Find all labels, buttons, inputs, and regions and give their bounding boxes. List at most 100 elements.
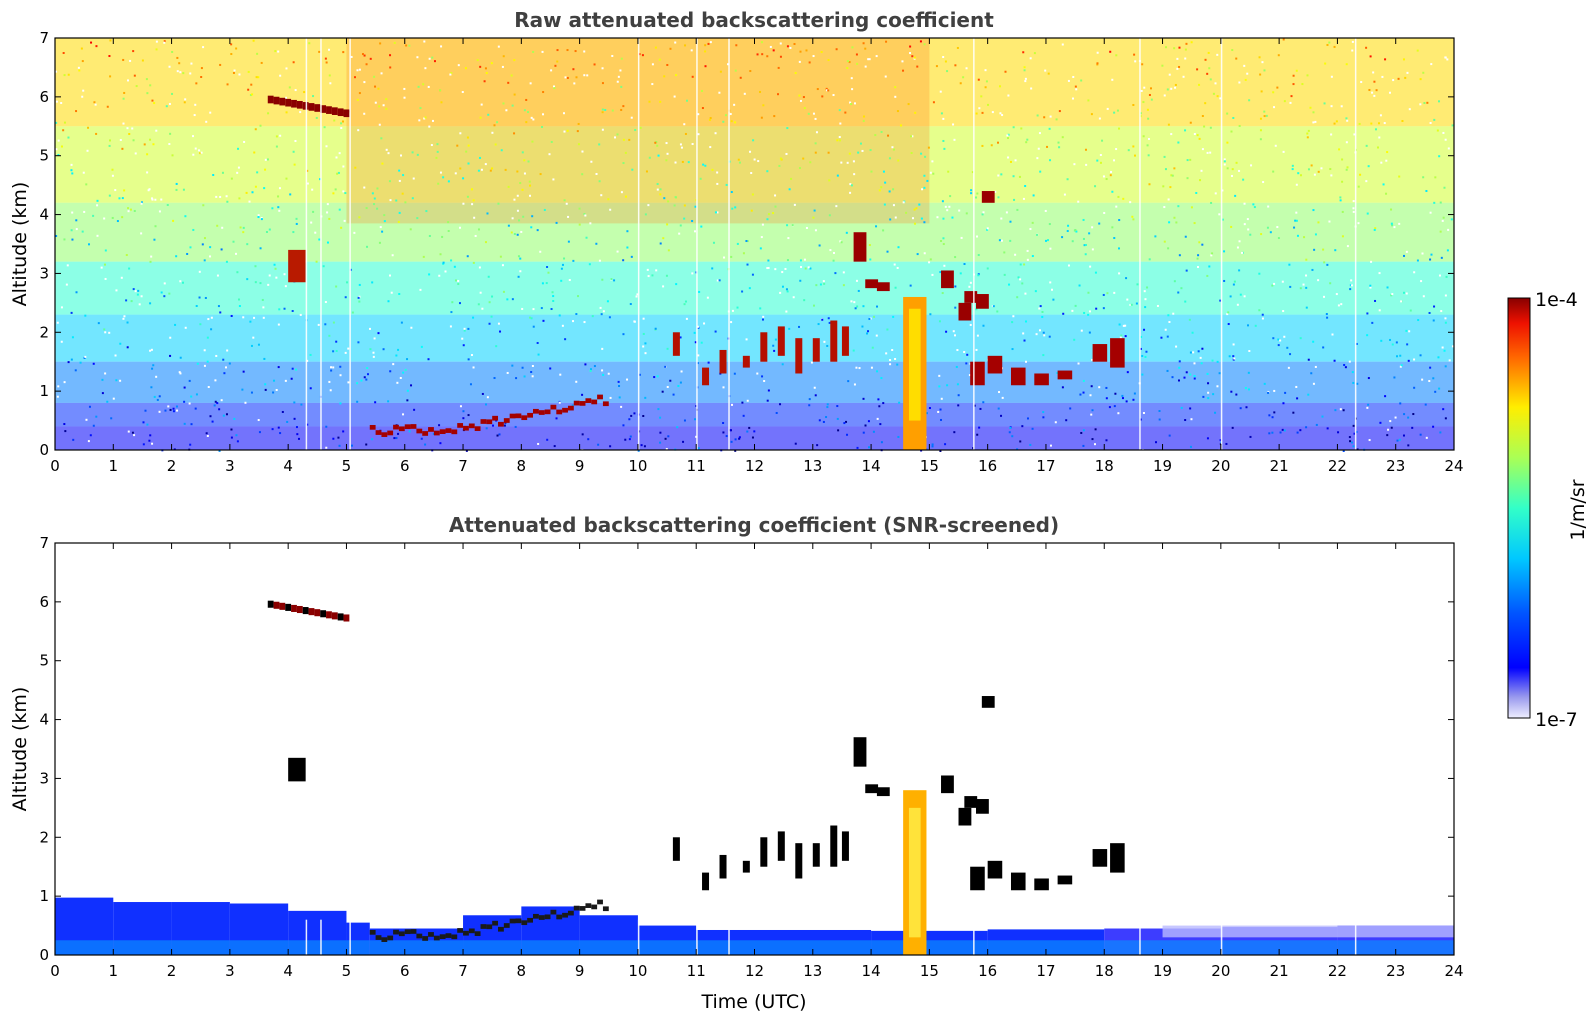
upper-cloud <box>941 775 954 794</box>
noise-pixel <box>1391 224 1394 227</box>
noise-pixel <box>1247 388 1250 391</box>
noise-pixel <box>250 344 253 347</box>
noise-pixel <box>1216 385 1219 388</box>
noise-pixel <box>277 195 280 198</box>
noise-pixel <box>601 128 604 131</box>
noise-pixel <box>1167 247 1170 250</box>
x-tick-label: 7 <box>458 962 468 980</box>
noise-pixel <box>1292 74 1295 77</box>
noise-pixel <box>1030 87 1033 90</box>
noise-pixel <box>626 230 629 233</box>
noise-pixel <box>595 172 598 175</box>
noise-pixel <box>1054 421 1057 424</box>
noise-pixel <box>1189 407 1192 410</box>
noise-pixel <box>679 381 682 384</box>
noise-pixel <box>380 137 383 140</box>
noise-pixel <box>325 446 328 449</box>
noise-pixel <box>532 308 535 311</box>
noise-pixel <box>1393 376 1396 379</box>
noise-pixel <box>200 76 203 79</box>
boundary-layer-top <box>451 934 458 940</box>
mid-level-cloud <box>719 854 727 879</box>
noise-pixel <box>1444 56 1447 59</box>
panel-screened-xlabel: Time (UTC) <box>700 991 806 1013</box>
noise-pixel <box>587 438 590 441</box>
noise-pixel <box>353 76 356 79</box>
noise-pixel <box>651 274 654 277</box>
noise-pixel <box>1235 161 1238 164</box>
noise-pixel <box>1369 284 1372 287</box>
noise-pixel <box>168 65 171 68</box>
noise-pixel <box>731 207 734 210</box>
raw-cloud-aerosol-features <box>267 95 1125 450</box>
noise-pixel <box>971 171 974 174</box>
boundary-layer-top <box>562 407 568 413</box>
noise-pixel <box>1164 328 1167 331</box>
noise-pixel <box>809 161 812 164</box>
noise-pixel <box>735 44 738 47</box>
noise-pixel <box>1091 438 1094 441</box>
noise-pixel <box>1293 226 1296 229</box>
noise-pixel <box>813 304 816 307</box>
noise-pixel <box>168 102 171 105</box>
noise-pixel <box>1233 357 1236 360</box>
noise-pixel <box>1305 426 1308 429</box>
noise-pixel <box>781 363 784 366</box>
noise-pixel <box>622 333 625 336</box>
noise-pixel <box>366 366 369 369</box>
noise-pixel <box>878 189 881 192</box>
noise-pixel <box>385 148 388 151</box>
noise-pixel <box>1254 324 1257 327</box>
noise-pixel <box>666 347 669 350</box>
noise-pixel <box>540 307 543 310</box>
noise-pixel <box>593 365 596 368</box>
noise-pixel <box>1444 317 1447 320</box>
elevated-layer-segment <box>267 95 274 104</box>
noise-pixel <box>748 287 751 290</box>
noise-pixel <box>380 72 383 75</box>
elevated-layer-segment <box>302 607 309 615</box>
noise-pixel <box>396 381 399 384</box>
noise-pixel <box>684 300 687 303</box>
noise-pixel <box>662 237 665 240</box>
noise-pixel <box>684 132 687 135</box>
noise-pixel <box>358 283 361 286</box>
noise-pixel <box>814 117 817 120</box>
noise-pixel <box>709 117 712 120</box>
aerosol-patch <box>288 757 306 782</box>
noise-pixel <box>216 224 219 227</box>
noise-pixel <box>88 243 91 246</box>
noise-pixel <box>1295 211 1298 214</box>
noise-pixel <box>739 76 742 79</box>
noise-pixel <box>150 255 153 258</box>
noise-pixel <box>169 354 172 357</box>
noise-pixel <box>271 428 274 431</box>
noise-pixel <box>456 144 459 147</box>
noise-pixel <box>174 323 177 326</box>
noise-pixel <box>779 403 782 406</box>
noise-pixel <box>457 64 460 67</box>
noise-pixel <box>1098 117 1101 120</box>
noise-pixel <box>202 46 205 49</box>
noise-pixel <box>1091 358 1094 361</box>
noise-pixel <box>1088 232 1091 235</box>
noise-pixel <box>67 73 70 76</box>
noise-pixel <box>153 395 156 398</box>
noise-pixel <box>325 61 328 64</box>
noise-pixel <box>416 153 419 156</box>
noise-pixel <box>1184 57 1187 60</box>
noise-pixel <box>892 188 895 191</box>
noise-pixel <box>1433 201 1436 204</box>
noise-pixel <box>1185 269 1188 272</box>
noise-pixel <box>1077 200 1080 203</box>
noise-pixel <box>152 143 155 146</box>
noise-pixel <box>690 49 693 52</box>
noise-pixel <box>1265 114 1268 117</box>
noise-pixel <box>81 60 84 63</box>
noise-pixel <box>669 379 672 382</box>
noise-pixel <box>521 307 524 310</box>
noise-pixel <box>164 409 167 412</box>
noise-pixel <box>897 159 900 162</box>
noise-pixel <box>546 438 549 441</box>
noise-pixel <box>1295 219 1298 222</box>
